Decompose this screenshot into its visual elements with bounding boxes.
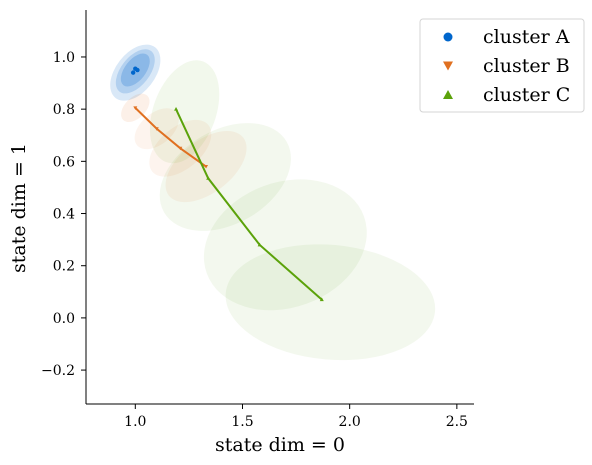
cluster-c-point-0 bbox=[174, 106, 179, 111]
uncertainty-ellipses bbox=[110, 44, 436, 361]
cluster-b-point-3 bbox=[204, 165, 209, 169]
x-tick-label: 1.5 bbox=[231, 414, 253, 430]
cluster-c-ellipse-1 bbox=[159, 123, 291, 231]
legend: cluster A cluster B cluster C bbox=[419, 18, 585, 113]
legend-marker-cluster-c bbox=[443, 90, 453, 99]
y-axis-ticks: −0.2 0.0 0.2 0.4 0.6 0.8 1.0 bbox=[41, 50, 86, 379]
cluster-b-point-2 bbox=[178, 146, 183, 151]
cluster-c-point-3 bbox=[319, 297, 324, 302]
series-lines bbox=[134, 107, 323, 301]
x-tick-label: 1.0 bbox=[124, 414, 146, 430]
cluster-c-point-2 bbox=[257, 242, 262, 247]
cluster-c-point-1 bbox=[206, 176, 211, 180]
data-points bbox=[130, 66, 324, 302]
cluster-b-line bbox=[134, 107, 207, 168]
legend-marker-cluster-a bbox=[443, 32, 453, 42]
legend-marker-cluster-b bbox=[443, 61, 453, 71]
cluster-a-point-0 bbox=[130, 70, 136, 75]
y-tick-label: 0.4 bbox=[53, 207, 75, 223]
y-tick-label: 1.0 bbox=[53, 50, 75, 66]
legend-label-cluster-a: cluster A bbox=[483, 26, 570, 48]
x-axis-ticks: 1.0 1.5 2.0 2.5 bbox=[124, 404, 468, 430]
y-tick-label: 0.8 bbox=[53, 102, 75, 118]
y-tick-label: 0.6 bbox=[53, 154, 75, 170]
x-axis-label: state dim = 0 bbox=[215, 434, 345, 456]
cluster-a-ellipse-1 bbox=[115, 49, 155, 94]
legend-label-cluster-b: cluster B bbox=[483, 55, 570, 77]
cluster-b-point-0 bbox=[133, 106, 138, 110]
y-tick-label: 0.2 bbox=[53, 259, 75, 275]
x-tick-label: 2.5 bbox=[446, 414, 468, 430]
cluster-a-point-2 bbox=[135, 67, 140, 73]
y-tick-label: −0.2 bbox=[41, 363, 75, 379]
legend-label-cluster-c: cluster C bbox=[483, 84, 570, 106]
y-axis-label: state dim = 1 bbox=[8, 143, 30, 273]
cluster-c-ellipse-2 bbox=[203, 179, 367, 311]
cluster-b-point-1 bbox=[154, 127, 159, 131]
cluster-c-line bbox=[175, 108, 323, 301]
x-tick-label: 2.0 bbox=[339, 414, 361, 430]
cluster-c-ellipse-3 bbox=[225, 244, 436, 361]
legend-box bbox=[419, 18, 585, 113]
y-tick-label: 0.0 bbox=[53, 311, 75, 327]
